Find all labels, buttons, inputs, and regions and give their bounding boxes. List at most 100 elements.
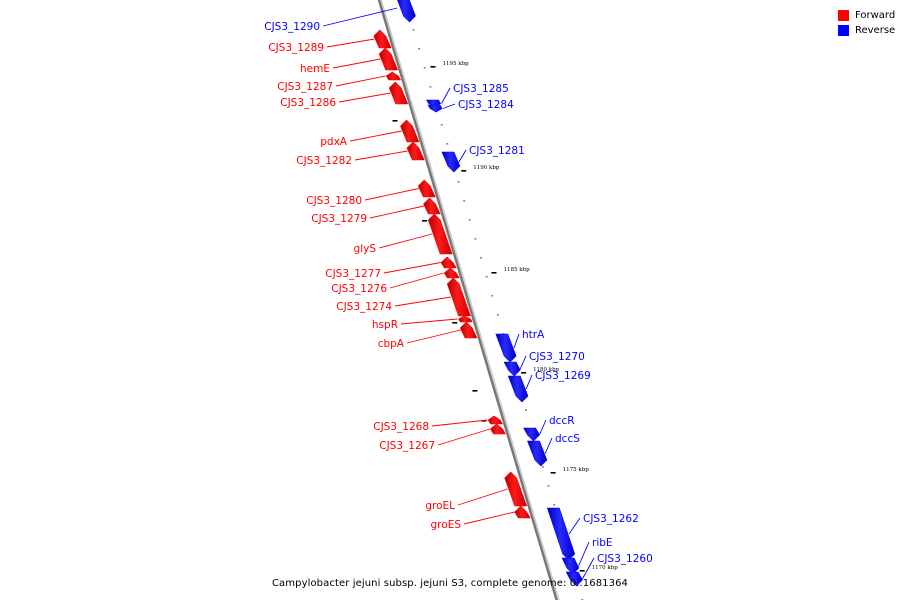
- gene-label: htrA: [522, 329, 545, 341]
- gene-cjs3-1287: [385, 71, 402, 81]
- gene-heme: [378, 47, 399, 71]
- gene-cjs3-1286: [388, 81, 409, 105]
- gene-label: cbpA: [378, 338, 405, 350]
- track-dot: [463, 200, 466, 202]
- forward-swatch: [838, 10, 849, 21]
- gene-leader-line: [406, 329, 461, 344]
- scale-tick-label: 1180 kbp: [533, 367, 560, 373]
- gene-leader-line: [369, 205, 425, 219]
- gene-leader-line: [513, 333, 520, 349]
- gene-leader-line: [539, 419, 547, 435]
- gene-label: CJS3_1285: [453, 83, 509, 95]
- gene-label: CJS3_1276: [331, 283, 387, 295]
- gene-cjs3-1284: [427, 104, 443, 113]
- gene-leader-line: [568, 517, 581, 535]
- gene-leader-line: [326, 38, 375, 48]
- gene-groes: [514, 505, 531, 519]
- scale-tick: [491, 272, 497, 274]
- reverse-swatch: [838, 25, 849, 36]
- track-dot: [446, 143, 449, 145]
- gene-cjs3-1290: [397, 0, 416, 23]
- backbone-line: [377, 0, 558, 600]
- gene-leader-line: [581, 557, 595, 580]
- gene-label: CJS3_1286: [280, 97, 336, 109]
- gene-label: CJS3_1289: [268, 42, 324, 54]
- gene-leader-line: [349, 130, 402, 142]
- track-dot: [457, 181, 460, 183]
- gene-label: dccS: [555, 433, 580, 445]
- track-dot: [480, 257, 483, 259]
- gene-label: hspR: [372, 319, 398, 331]
- gene-labels: CJS3_1290 CJS3_1289 hemE CJS3_1287 CJS3_1286…: [264, 7, 653, 580]
- track-dot: [474, 238, 477, 240]
- gene-cbpa: [459, 321, 478, 339]
- gene-leader-line: [525, 374, 533, 390]
- gene-leader-line: [338, 92, 391, 103]
- gene-cjs3-1282: [406, 141, 425, 161]
- gene-leader-line: [400, 318, 458, 325]
- gene-label: CJS3_1279: [311, 213, 367, 225]
- gene-cjs3-1260: [565, 571, 583, 587]
- gene-cjs3-1280: [417, 179, 436, 198]
- gene-glys: [427, 213, 453, 255]
- scale-tick: [430, 66, 436, 68]
- scale-tick-minor: [422, 220, 428, 222]
- gene-label: groES: [431, 519, 462, 531]
- gene-cjs3-1269: [507, 375, 529, 403]
- legend-forward-label: Forward: [855, 10, 896, 21]
- track-dot: [496, 314, 499, 316]
- track-dot: [423, 67, 426, 69]
- track-dot: [553, 504, 556, 506]
- scale-tick-label: 1170 kbp: [592, 565, 619, 571]
- track-dot: [468, 219, 471, 221]
- gene-ribe: [561, 557, 580, 575]
- track-dot: [547, 485, 550, 487]
- gene-label: CJS3_1260: [597, 553, 653, 565]
- gene-label: CJS3_1267: [379, 440, 435, 452]
- track-dot: [491, 295, 494, 297]
- scale-tick-label: 1195 kbp: [442, 61, 469, 67]
- genome-caption: Campylobacter jejuni subsp. jejuni S3, c…: [271, 578, 629, 589]
- gene-leader-line: [458, 149, 467, 163]
- gene-leader-line: [457, 488, 508, 506]
- gene-label: ribE: [592, 537, 613, 549]
- scale-tick: [461, 170, 467, 172]
- track-dot: [485, 276, 488, 278]
- gene-cjs3-1262: [546, 507, 576, 561]
- gene-label: CJS3_1280: [306, 195, 362, 207]
- gene-cjs3-1268: [487, 415, 503, 425]
- gene-leader-line: [389, 272, 444, 289]
- scale-tick: [550, 472, 556, 474]
- gene-label: CJS3_1277: [325, 268, 381, 280]
- gene-htra: [495, 333, 517, 363]
- gene-leader-line: [463, 511, 515, 525]
- gene-label: CJS3_1282: [296, 155, 352, 167]
- gene-label: CJS3_1262: [583, 513, 639, 525]
- gene-label: CJS3_1284: [458, 99, 514, 111]
- gene-label: pdxA: [320, 136, 348, 148]
- gene-leader-line: [578, 541, 590, 567]
- gene-cjs3-1270: [503, 361, 521, 377]
- track-dot: [440, 124, 443, 126]
- track-dot: [418, 48, 421, 50]
- gene-leader-line: [544, 437, 553, 454]
- scale-ticks: 1195 kbp 1190 kbp 1185 kbp 1180 kbp 1175 kbp…: [392, 61, 618, 572]
- gene-label: CJS3_1290: [264, 21, 320, 33]
- scale-tick: [579, 570, 585, 572]
- gene-label: CJS3_1268: [373, 421, 429, 433]
- gene-cjs3-1281: [441, 151, 461, 173]
- gene-label: hemE: [300, 63, 330, 75]
- gene-label: dccR: [549, 415, 575, 427]
- gene-features: [373, 0, 583, 587]
- gene-leader-line: [431, 419, 488, 427]
- gene-label: CJS3_1274: [336, 301, 392, 313]
- gene-leader-line: [378, 233, 433, 249]
- legend-reverse-label: Reverse: [855, 25, 896, 36]
- gene-leader-line: [383, 262, 441, 274]
- scale-tick-label: 1190 kbp: [473, 165, 500, 171]
- gene-hspr: [458, 315, 473, 323]
- gene-label: CJS3_1270: [529, 351, 585, 363]
- gene-label: groEL: [425, 500, 455, 512]
- gene-dccs: [527, 440, 548, 467]
